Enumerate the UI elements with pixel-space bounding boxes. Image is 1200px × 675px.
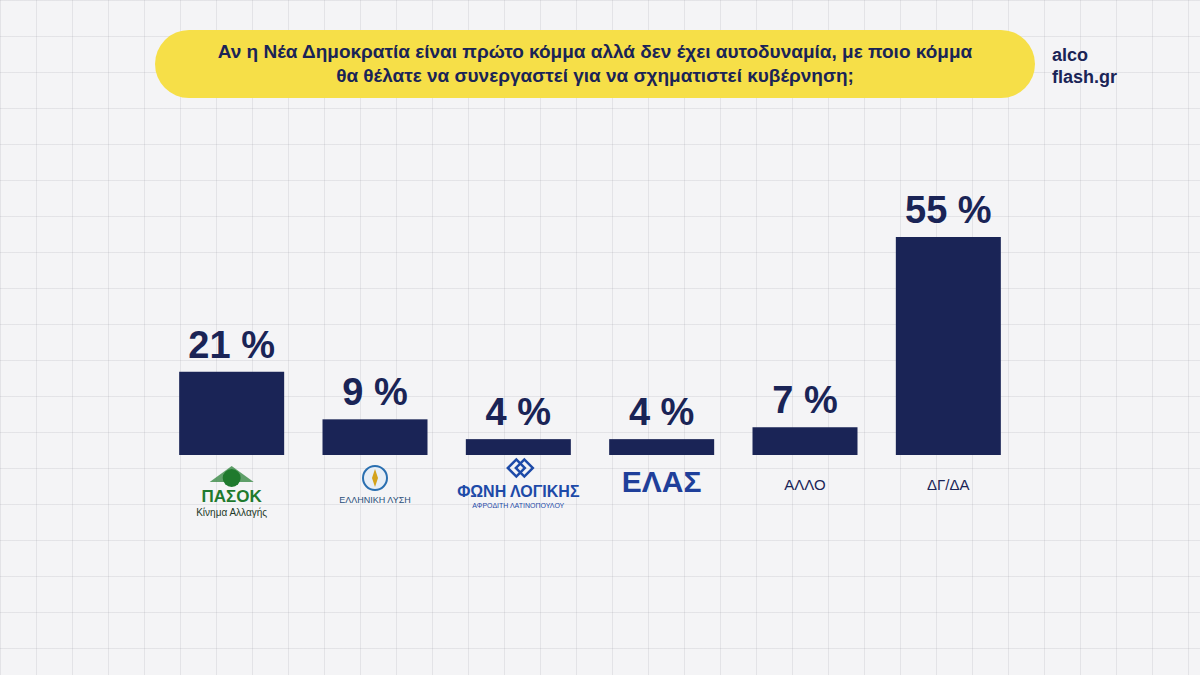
category-subtitle: ΑΦΡΟΔΙΤΗ ΛΑΤΙΝΟΠΟΥΛΟΥ [472,502,564,509]
data-label: 4 % [629,391,694,433]
bar [179,372,284,455]
bar [466,439,571,455]
bar [323,419,428,455]
category-label: ΑΛΛΟ [784,476,825,493]
source-line: alco [1052,44,1117,66]
category-label: ΔΓ/ΔΑ [927,476,969,493]
data-label: 55 % [905,189,992,231]
chart: 21 % ΠΑΣΟΚΚίνημα Αλλαγής 9 % ΕΛΛΗΝΙΚΗ ΛΥΣΗ 4… [0,0,1200,675]
title-box: Αν η Νέα Δημοκρατία είναι πρώτο κόμμα αλ… [155,30,1035,98]
category-label: ΕΛΛΗΝΙΚΗ ΛΥΣΗ [339,495,410,505]
source: alcoflash.gr [1052,44,1117,88]
title: Αν η Νέα Δημοκρατία είναι πρώτο κόμμα αλ… [215,40,975,88]
data-label: 9 % [342,371,407,413]
logo-icon [210,466,254,487]
logo-icon [508,460,533,477]
data-label: 4 % [486,391,551,433]
category-label: ΠΑΣΟΚ [202,487,263,506]
bar [753,427,858,455]
logo-icon [363,466,387,490]
bars [179,237,1001,455]
source-line: flash.gr [1052,66,1117,88]
category-label: ΕΛΑΣ [622,465,702,498]
bar [609,439,714,455]
data-label: 7 % [772,379,837,421]
category-subtitle: Κίνημα Αλλαγής [196,507,267,518]
labels: 21 % ΠΑΣΟΚΚίνημα Αλλαγής 9 % ΕΛΛΗΝΙΚΗ ΛΥΣΗ 4… [188,189,991,518]
data-label: 21 % [188,324,275,366]
bar [896,237,1001,455]
category-label: ΦΩΝΗ ΛΟΓΙΚΗΣ [457,483,580,500]
